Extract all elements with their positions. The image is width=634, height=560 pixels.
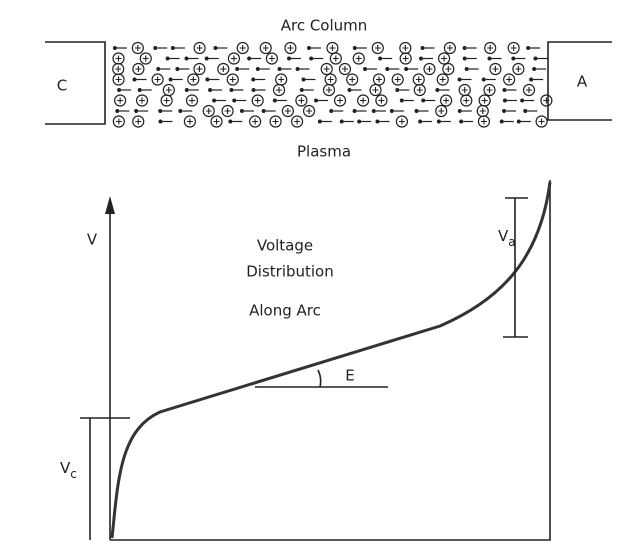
electron — [301, 78, 305, 82]
curve-label: Distribution — [246, 263, 334, 281]
electron — [390, 109, 394, 113]
electron — [503, 99, 507, 103]
electron — [228, 120, 232, 124]
electron — [113, 46, 117, 50]
electron — [357, 120, 361, 124]
electron — [404, 67, 408, 71]
electron — [415, 109, 419, 113]
label-sub: a — [508, 235, 515, 249]
electron — [240, 109, 244, 113]
electron — [421, 46, 425, 50]
electron — [169, 78, 173, 82]
electron — [487, 57, 491, 61]
electron — [235, 67, 239, 71]
electron — [138, 88, 142, 92]
electron — [156, 67, 160, 71]
slope-label: E — [345, 367, 354, 385]
electron — [232, 99, 236, 103]
title: Arc Column — [281, 17, 368, 35]
electron — [375, 120, 379, 124]
electron — [529, 78, 533, 82]
electron — [532, 67, 536, 71]
electron — [400, 99, 404, 103]
electron — [458, 78, 462, 82]
electron — [115, 109, 119, 113]
electron — [287, 57, 291, 61]
electron — [158, 109, 162, 113]
electron — [395, 88, 399, 92]
electron — [175, 67, 179, 71]
electron — [166, 57, 170, 61]
electron — [421, 99, 425, 103]
electron — [296, 67, 300, 71]
electron — [309, 57, 313, 61]
electron — [463, 46, 467, 50]
electron — [158, 120, 162, 124]
electron — [278, 67, 282, 71]
electron — [378, 57, 382, 61]
electron — [212, 99, 216, 103]
electron — [523, 109, 527, 113]
electron — [340, 120, 344, 124]
electron — [134, 109, 138, 113]
label-sub: c — [70, 467, 77, 481]
electron — [459, 120, 463, 124]
electron — [229, 88, 233, 92]
electron — [502, 88, 506, 92]
electron — [153, 46, 157, 50]
electron — [502, 109, 506, 113]
electron — [437, 120, 441, 124]
curve-label: Voltage — [257, 237, 313, 255]
electron — [517, 120, 521, 124]
electron — [372, 109, 376, 113]
electron — [300, 88, 304, 92]
electron — [526, 46, 530, 50]
electron — [256, 67, 260, 71]
electron — [273, 99, 277, 103]
electron — [314, 99, 318, 103]
cathode-label: C — [57, 77, 67, 95]
anode-label: A — [577, 73, 588, 91]
electron — [184, 57, 188, 61]
electron — [262, 109, 266, 113]
electron — [318, 120, 322, 124]
electron — [247, 57, 251, 61]
axis-label: V — [87, 231, 98, 249]
electron — [307, 46, 311, 50]
electron — [419, 57, 423, 61]
electron — [251, 78, 255, 82]
electron — [133, 78, 137, 82]
electron — [465, 67, 469, 71]
electron — [348, 88, 352, 92]
electron — [117, 88, 121, 92]
diagram: Arc Column C A Plasma V E Voltage Distri… — [0, 0, 634, 560]
electron — [463, 57, 467, 61]
electron — [363, 67, 367, 71]
electron — [500, 120, 504, 124]
electron — [171, 46, 175, 50]
electron — [329, 109, 333, 113]
electron — [385, 67, 389, 71]
electron — [205, 57, 209, 61]
electron — [458, 109, 462, 113]
electron — [511, 57, 515, 61]
electron — [252, 88, 256, 92]
curve-label: Along Arc — [249, 302, 321, 320]
electron — [435, 88, 439, 92]
electron — [185, 88, 189, 92]
electron — [418, 120, 422, 124]
caption: Plasma — [297, 143, 351, 161]
electron — [178, 109, 182, 113]
electron — [208, 88, 212, 92]
electron — [533, 57, 537, 61]
electron — [353, 46, 357, 50]
electron — [353, 109, 357, 113]
electron — [482, 78, 486, 82]
electron — [205, 78, 209, 82]
electron — [520, 99, 524, 103]
electron — [213, 46, 217, 50]
